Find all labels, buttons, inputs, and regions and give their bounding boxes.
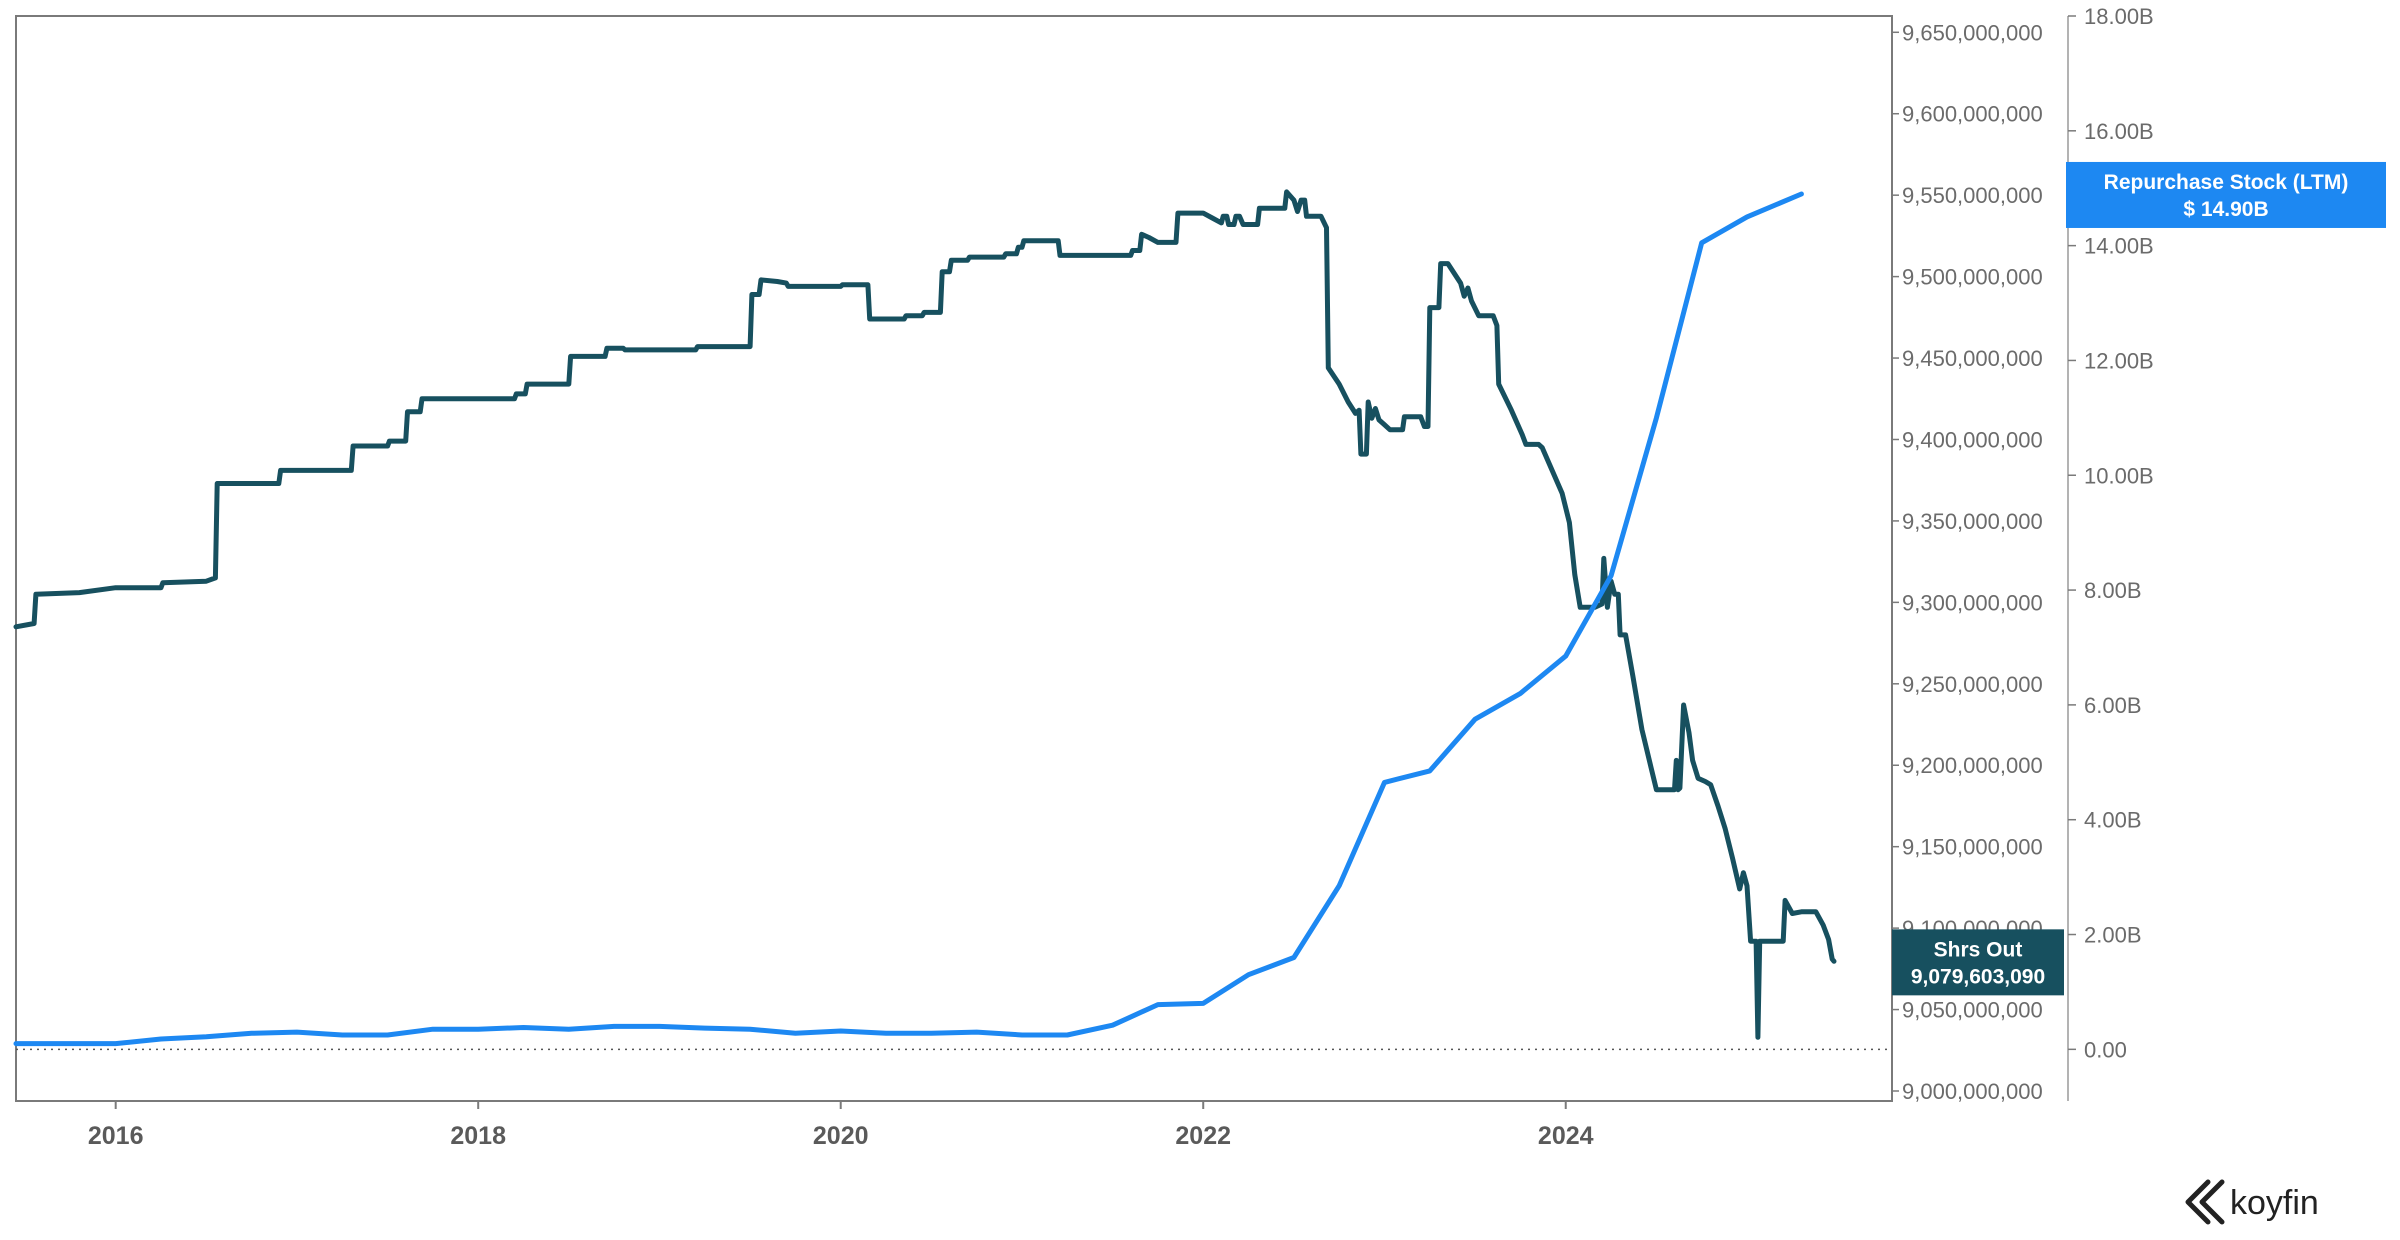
koyfin-icon (2185, 1179, 2225, 1225)
x-tick-label: 2022 (1175, 1122, 1231, 1150)
left-axis-tick-label: 9,350,000,000 (1902, 509, 2043, 534)
x-tick-label: 2018 (450, 1122, 506, 1150)
right-axis-tick-label: 4.00B (2084, 808, 2142, 833)
left-axis-tick-label: 9,650,000,000 (1902, 20, 2043, 45)
left-axis-tick-label: 9,300,000,000 (1902, 590, 2043, 615)
x-tick-label: 2020 (813, 1122, 869, 1150)
left-axis-tick-label: 9,000,000,000 (1902, 1079, 2043, 1104)
right-axis-tick-label: 8.00B (2084, 578, 2142, 603)
shares-tag-value: 9,079,603,090 (1911, 965, 2045, 988)
right-axis-tick-label: 12.00B (2084, 348, 2154, 373)
left-axis-tick-label: 9,050,000,000 (1902, 998, 2043, 1023)
left-axis-tick-label: 9,450,000,000 (1902, 346, 2043, 371)
right-axis-tick-label: 2.00B (2084, 923, 2142, 948)
right-axis-tick-label: 0.00 (2084, 1037, 2127, 1062)
koyfin-wordmark: koyfin (2230, 1184, 2319, 1222)
repurchase-tag-name: Repurchase Stock (LTM) (2104, 171, 2349, 194)
right-axis-tick-label: 10.00B (2084, 463, 2154, 488)
x-tick-label: 2024 (1538, 1122, 1594, 1150)
repurchase-tag-value: $ 14.90B (2183, 198, 2268, 221)
left-axis-tick-label: 9,550,000,000 (1902, 183, 2043, 208)
left-axis-tick-label: 9,500,000,000 (1902, 265, 2043, 290)
right-axis-tick-label: 6.00B (2084, 693, 2142, 718)
right-axis-tick-label: 18.00B (2084, 4, 2154, 29)
series-repurchase-stock-line (13, 191, 1804, 1047)
left-axis-tick-label: 9,150,000,000 (1902, 835, 2043, 860)
right-axis-tick-label: 14.00B (2084, 234, 2154, 259)
koyfin-logo: koyfin (2185, 1179, 2319, 1225)
shares-tag-name: Shrs Out (1934, 938, 2023, 961)
left-axis-tick-label: 9,250,000,000 (1902, 672, 2043, 697)
plot-frame (15, 15, 1893, 1102)
left-axis-tick-label: 9,400,000,000 (1902, 427, 2043, 452)
series-shares-outstanding-line (13, 189, 1837, 1040)
repurchase-value-tag (2066, 161, 2386, 228)
right-axis-tick-label: 16.00B (2084, 119, 2154, 144)
left-axis-tick-label: 9,200,000,000 (1902, 753, 2043, 778)
shares-value-tag (1892, 929, 2064, 996)
left-axis-tick-label: 9,600,000,000 (1902, 102, 2043, 127)
x-tick-label: 2016 (88, 1122, 144, 1150)
